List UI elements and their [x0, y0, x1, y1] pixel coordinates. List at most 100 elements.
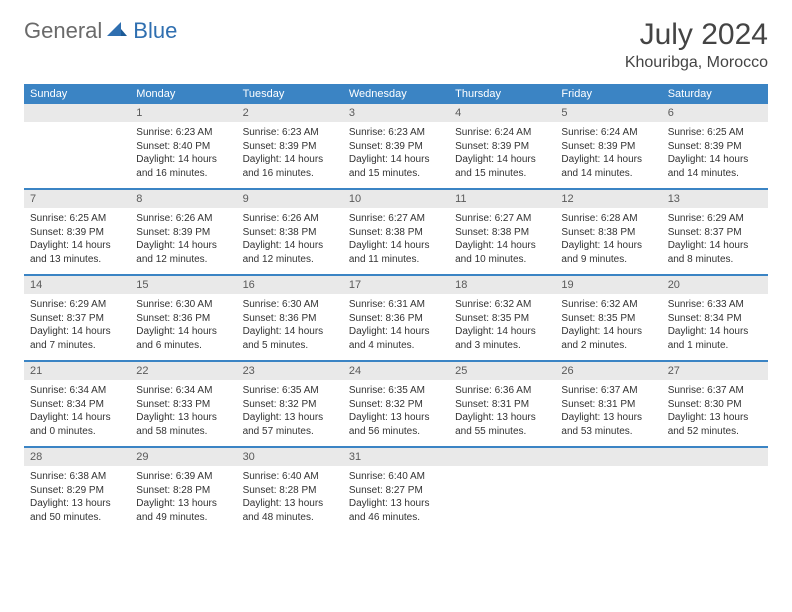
- day-number: 9: [237, 190, 343, 208]
- daylight-text: and 50 minutes.: [30, 511, 124, 525]
- day-cell: Sunrise: 6:35 AMSunset: 8:32 PMDaylight:…: [343, 380, 449, 446]
- daylight-text: and 48 minutes.: [243, 511, 337, 525]
- sunset-text: Sunset: 8:38 PM: [561, 226, 655, 240]
- sunrise-text: Sunrise: 6:32 AM: [561, 298, 655, 312]
- sunset-text: Sunset: 8:39 PM: [136, 226, 230, 240]
- day-number: 28: [24, 448, 130, 466]
- daylight-text: and 15 minutes.: [455, 167, 549, 181]
- daylight-text: and 58 minutes.: [136, 425, 230, 439]
- sunrise-text: Sunrise: 6:38 AM: [30, 470, 124, 484]
- sunrise-text: Sunrise: 6:35 AM: [243, 384, 337, 398]
- daylight-text: Daylight: 14 hours: [668, 153, 762, 167]
- sunrise-text: Sunrise: 6:37 AM: [668, 384, 762, 398]
- sunrise-text: Sunrise: 6:24 AM: [455, 126, 549, 140]
- daylight-text: and 5 minutes.: [243, 339, 337, 353]
- day-cell: Sunrise: 6:23 AMSunset: 8:39 PMDaylight:…: [237, 122, 343, 188]
- day-cell: [24, 122, 130, 188]
- sunrise-text: Sunrise: 6:40 AM: [243, 470, 337, 484]
- daylight-text: Daylight: 13 hours: [349, 411, 443, 425]
- dow-header: Friday: [555, 84, 661, 104]
- daylight-text: and 11 minutes.: [349, 253, 443, 267]
- day-number: 22: [130, 362, 236, 380]
- brand-word1: General: [24, 18, 102, 44]
- day-number: 2: [237, 104, 343, 122]
- day-cell: [662, 466, 768, 532]
- daylight-text: Daylight: 14 hours: [455, 153, 549, 167]
- daylight-text: Daylight: 13 hours: [349, 497, 443, 511]
- daylight-text: and 12 minutes.: [243, 253, 337, 267]
- day-cell: Sunrise: 6:29 AMSunset: 8:37 PMDaylight:…: [24, 294, 130, 360]
- day-number: [24, 104, 130, 122]
- day-cell: Sunrise: 6:37 AMSunset: 8:31 PMDaylight:…: [555, 380, 661, 446]
- header: General Blue July 2024 Khouribga, Morocc…: [24, 18, 768, 72]
- day-number: [449, 448, 555, 466]
- day-number: 24: [343, 362, 449, 380]
- dow-header: Tuesday: [237, 84, 343, 104]
- brand-logo: General Blue: [24, 18, 177, 44]
- day-number: 10: [343, 190, 449, 208]
- day-number: 27: [662, 362, 768, 380]
- day-body-row: Sunrise: 6:25 AMSunset: 8:39 PMDaylight:…: [24, 208, 768, 274]
- day-body-row: Sunrise: 6:23 AMSunset: 8:40 PMDaylight:…: [24, 122, 768, 188]
- daylight-text: Daylight: 14 hours: [455, 325, 549, 339]
- daylight-text: Daylight: 13 hours: [136, 497, 230, 511]
- sunset-text: Sunset: 8:28 PM: [243, 484, 337, 498]
- daylight-text: and 1 minute.: [668, 339, 762, 353]
- day-cell: Sunrise: 6:33 AMSunset: 8:34 PMDaylight:…: [662, 294, 768, 360]
- daylight-text: and 57 minutes.: [243, 425, 337, 439]
- day-cell: Sunrise: 6:24 AMSunset: 8:39 PMDaylight:…: [555, 122, 661, 188]
- sunrise-text: Sunrise: 6:23 AM: [136, 126, 230, 140]
- daylight-text: Daylight: 14 hours: [243, 239, 337, 253]
- daylight-text: and 16 minutes.: [243, 167, 337, 181]
- sunset-text: Sunset: 8:32 PM: [243, 398, 337, 412]
- day-cell: Sunrise: 6:31 AMSunset: 8:36 PMDaylight:…: [343, 294, 449, 360]
- day-cell: Sunrise: 6:40 AMSunset: 8:28 PMDaylight:…: [237, 466, 343, 532]
- day-cell: Sunrise: 6:25 AMSunset: 8:39 PMDaylight:…: [662, 122, 768, 188]
- day-number: 17: [343, 276, 449, 294]
- sunset-text: Sunset: 8:36 PM: [243, 312, 337, 326]
- day-cell: Sunrise: 6:26 AMSunset: 8:38 PMDaylight:…: [237, 208, 343, 274]
- day-number: 4: [449, 104, 555, 122]
- sunrise-text: Sunrise: 6:26 AM: [243, 212, 337, 226]
- daylight-text: and 8 minutes.: [668, 253, 762, 267]
- day-cell: Sunrise: 6:29 AMSunset: 8:37 PMDaylight:…: [662, 208, 768, 274]
- sunrise-text: Sunrise: 6:39 AM: [136, 470, 230, 484]
- day-cell: Sunrise: 6:35 AMSunset: 8:32 PMDaylight:…: [237, 380, 343, 446]
- sunrise-text: Sunrise: 6:27 AM: [455, 212, 549, 226]
- day-number: 18: [449, 276, 555, 294]
- sunrise-text: Sunrise: 6:35 AM: [349, 384, 443, 398]
- sunrise-text: Sunrise: 6:29 AM: [30, 298, 124, 312]
- sunrise-text: Sunrise: 6:33 AM: [668, 298, 762, 312]
- daylight-text: Daylight: 14 hours: [243, 153, 337, 167]
- day-cell: Sunrise: 6:23 AMSunset: 8:39 PMDaylight:…: [343, 122, 449, 188]
- sunrise-text: Sunrise: 6:27 AM: [349, 212, 443, 226]
- day-number: 11: [449, 190, 555, 208]
- day-cell: Sunrise: 6:30 AMSunset: 8:36 PMDaylight:…: [237, 294, 343, 360]
- daylight-text: and 16 minutes.: [136, 167, 230, 181]
- day-cell: Sunrise: 6:38 AMSunset: 8:29 PMDaylight:…: [24, 466, 130, 532]
- day-number: 21: [24, 362, 130, 380]
- daylight-text: Daylight: 14 hours: [561, 239, 655, 253]
- daylight-text: Daylight: 14 hours: [243, 325, 337, 339]
- day-number: 16: [237, 276, 343, 294]
- dow-header: Wednesday: [343, 84, 449, 104]
- day-number: 19: [555, 276, 661, 294]
- day-cell: Sunrise: 6:32 AMSunset: 8:35 PMDaylight:…: [449, 294, 555, 360]
- sunrise-text: Sunrise: 6:40 AM: [349, 470, 443, 484]
- sunset-text: Sunset: 8:34 PM: [668, 312, 762, 326]
- daylight-text: Daylight: 13 hours: [243, 497, 337, 511]
- sunset-text: Sunset: 8:29 PM: [30, 484, 124, 498]
- sunset-text: Sunset: 8:28 PM: [136, 484, 230, 498]
- daylight-text: and 14 minutes.: [668, 167, 762, 181]
- daylight-text: Daylight: 13 hours: [668, 411, 762, 425]
- day-number: 5: [555, 104, 661, 122]
- day-number: 30: [237, 448, 343, 466]
- sunset-text: Sunset: 8:36 PM: [349, 312, 443, 326]
- day-number: 13: [662, 190, 768, 208]
- dow-header: Saturday: [662, 84, 768, 104]
- daylight-text: and 6 minutes.: [136, 339, 230, 353]
- sunrise-text: Sunrise: 6:28 AM: [561, 212, 655, 226]
- sunset-text: Sunset: 8:36 PM: [136, 312, 230, 326]
- daylight-text: and 3 minutes.: [455, 339, 549, 353]
- daylight-text: and 4 minutes.: [349, 339, 443, 353]
